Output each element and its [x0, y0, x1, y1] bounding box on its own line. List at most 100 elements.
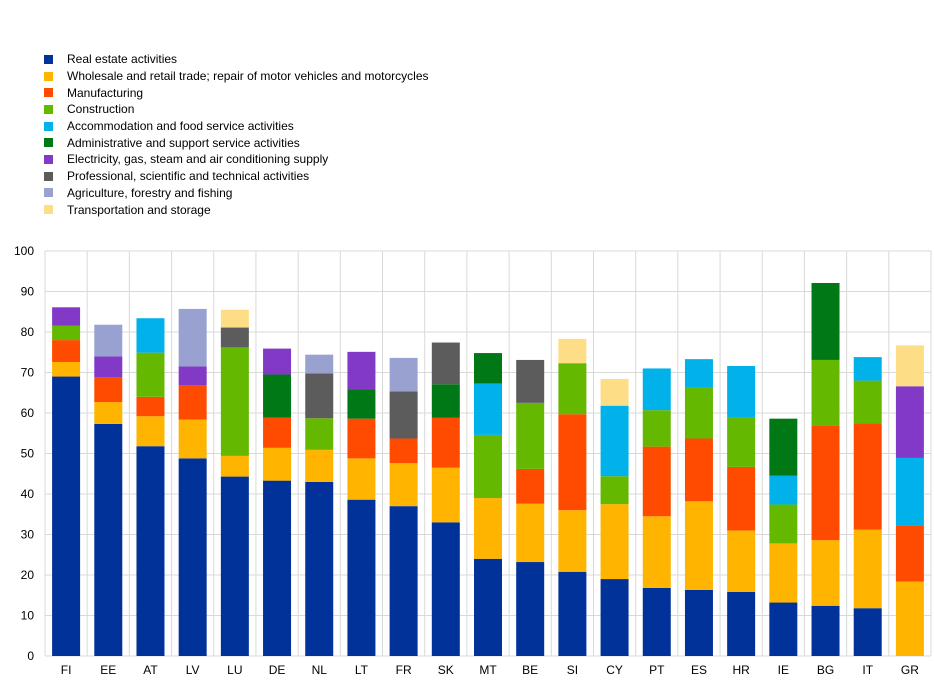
legend-label: Manufacturing — [67, 85, 144, 100]
bar-segment — [178, 366, 207, 386]
bar-segment — [895, 386, 924, 458]
bar-segment — [347, 351, 376, 390]
x-tick-label: BG — [817, 663, 834, 677]
x-tick-label: FI — [61, 663, 72, 677]
x-tick-label: DE — [269, 663, 286, 677]
legend-swatch — [44, 205, 53, 215]
bar-segment — [136, 396, 165, 417]
bar-segment — [853, 357, 882, 381]
bar-segment — [642, 410, 671, 447]
bar-segment — [474, 558, 502, 656]
bar-segment — [305, 449, 334, 482]
bar-segment — [431, 522, 460, 656]
legend-label: Accommodation and food service activitie… — [67, 119, 294, 134]
bar-segment — [431, 342, 460, 385]
bar-segment — [52, 325, 81, 341]
bar-segment — [516, 503, 545, 563]
legend-label: Professional, scientific and technical a… — [67, 169, 310, 184]
x-tick-label: PT — [649, 663, 665, 677]
bar-segment — [389, 391, 418, 439]
bar-segment — [52, 376, 81, 656]
legend-item: Manufacturing — [44, 84, 429, 101]
bar-segment — [474, 383, 502, 435]
x-tick-label: SI — [567, 663, 578, 677]
bar-segment — [684, 438, 713, 502]
y-axis-ticks: 0 10 20 30 40 50 60 70 80 90 100 — [14, 244, 34, 663]
bar-segment — [853, 608, 882, 656]
x-tick-label: AT — [143, 663, 158, 677]
bar-segment — [305, 373, 334, 419]
legend-label: Electricity, gas, steam and air conditio… — [67, 152, 329, 167]
y-tick-label: 40 — [21, 487, 35, 501]
bar-segment — [600, 504, 629, 580]
bar-segment — [389, 357, 418, 392]
legend-label: Real estate activities — [67, 52, 178, 67]
legend-swatch — [44, 154, 53, 164]
bar-segment — [136, 318, 165, 353]
x-tick-label: BE — [522, 663, 538, 677]
bar-segment — [516, 562, 545, 656]
bar-segment — [769, 418, 798, 476]
y-tick-label: 100 — [14, 244, 34, 258]
legend-swatch — [44, 88, 53, 98]
bar-segment — [220, 476, 249, 656]
bar-segment — [178, 419, 207, 459]
legend-item: Administrative and support service activ… — [44, 134, 429, 151]
bar-segment — [769, 475, 798, 505]
bar-segment — [263, 374, 292, 418]
bar-segment — [684, 501, 713, 590]
y-tick-label: 0 — [27, 649, 34, 663]
bar-segment — [389, 438, 418, 464]
x-tick-label: LU — [227, 663, 242, 677]
legend-swatch — [44, 138, 53, 148]
bar-segment — [474, 353, 502, 384]
bar-segment — [727, 366, 756, 418]
legend-label: Wholesale and retail trade; repair of mo… — [67, 69, 429, 84]
bar-segment — [811, 359, 840, 426]
legend-label: Agriculture, forestry and fishing — [67, 185, 233, 200]
x-tick-label: SK — [438, 663, 454, 677]
legend-swatch — [44, 54, 53, 64]
x-tick-label: LV — [186, 663, 200, 677]
bar-segment — [600, 378, 629, 406]
bar-segment — [52, 307, 81, 326]
bar-segment — [727, 417, 756, 467]
bar-segment — [178, 458, 207, 656]
bar-segment — [220, 347, 249, 456]
bar-segment — [684, 359, 713, 388]
legend: Real estate activities Wholesale and reta… — [44, 51, 429, 218]
x-axis-ticks: FI EE AT LV LU DE NL LT FR SK MT BE SI CY PT ES HR IE BG IT… — [61, 663, 919, 677]
legend-item: Real estate activities — [44, 51, 429, 68]
bar-segment — [727, 592, 756, 656]
bar-segment — [347, 458, 376, 500]
bar-segment — [94, 402, 123, 424]
legend-label: Transportation and storage — [67, 202, 211, 217]
x-tick-label: ES — [691, 663, 707, 677]
bar-segment — [600, 476, 629, 505]
bar-segment — [558, 338, 587, 364]
y-tick-label: 70 — [21, 366, 35, 380]
x-tick-label: MT — [479, 663, 497, 677]
bar-segment — [853, 423, 882, 530]
bar-segment — [389, 463, 418, 507]
bar-segment — [178, 385, 207, 420]
y-tick-label: 50 — [21, 447, 35, 461]
bar-segment — [263, 480, 292, 656]
bar-segment — [642, 368, 671, 411]
bar-segment — [347, 499, 376, 656]
bar-segment — [474, 434, 502, 499]
x-tick-label: GR — [901, 663, 919, 677]
bar-segment — [895, 345, 924, 387]
legend-item: Professional, scientific and technical a… — [44, 168, 429, 185]
y-tick-label: 80 — [21, 325, 35, 339]
bar-segment — [52, 340, 81, 362]
bar-segment — [263, 447, 292, 481]
bar-segment — [516, 359, 545, 403]
legend-swatch — [44, 171, 53, 181]
bar-segment — [305, 481, 334, 656]
bar-segment — [811, 605, 840, 656]
bar-segment — [642, 516, 671, 588]
bar-segment — [642, 587, 671, 656]
bar-segment — [94, 423, 123, 656]
bar-segment — [431, 417, 460, 468]
